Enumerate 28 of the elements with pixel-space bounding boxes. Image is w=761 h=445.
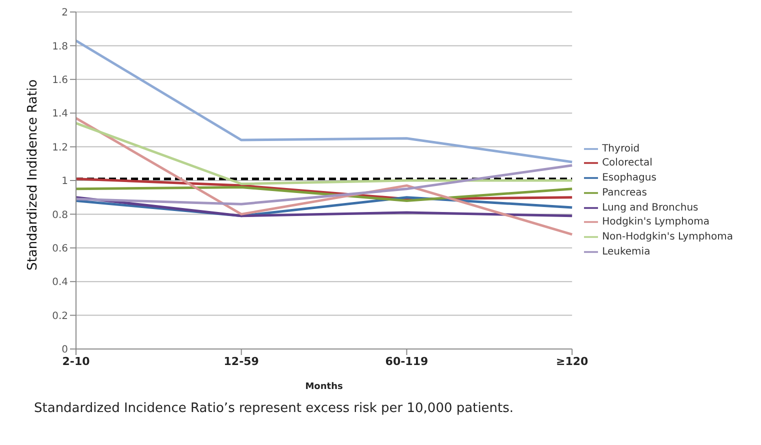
legend-label: Esophagus — [602, 172, 656, 184]
legend-label: Thyroid — [602, 143, 640, 154]
legend-label: Hodgkin's Lymphoma — [602, 216, 710, 228]
x-tick-label: 12-59 — [224, 354, 259, 368]
legend-label: Leukemia — [602, 246, 650, 258]
x-tick-label: 2-10 — [62, 354, 90, 368]
y-tick-label: 1 — [62, 176, 68, 188]
legend-label: Colorectal — [602, 158, 652, 170]
y-tick-label: 1.4 — [52, 108, 68, 120]
y-tick-label: 0.2 — [52, 310, 68, 322]
y-tick-label: 1.2 — [52, 142, 68, 154]
x-axis-title: Months — [305, 382, 343, 392]
legend-label: Lung and Bronchus — [602, 202, 698, 214]
legend-label: Pancreas — [602, 188, 648, 198]
y-tick-label: 2 — [62, 8, 68, 19]
line-series — [74, 164, 574, 206]
x-tick-label: 60-119 — [385, 354, 428, 368]
y-tick-label: 0.8 — [52, 210, 68, 221]
text: Standardized Incidence Ratio’s represent excess risk per 10,000 patients. — [34, 401, 515, 416]
x-tick-label: ≥120 — [556, 354, 589, 368]
y-tick-label: 1.6 — [52, 74, 68, 86]
y-tick-label: 0.4 — [52, 277, 68, 288]
y-tick-label: 0.6 — [52, 243, 68, 254]
line-series — [74, 39, 574, 164]
legend-label: Non-Hodgkin's Lymphoma — [602, 232, 733, 243]
y-tick-label: 0 — [62, 344, 68, 356]
y-tick-label: 1.8 — [52, 41, 68, 52]
y-axis-title: Standardized Indidence Ratio — [26, 79, 41, 270]
